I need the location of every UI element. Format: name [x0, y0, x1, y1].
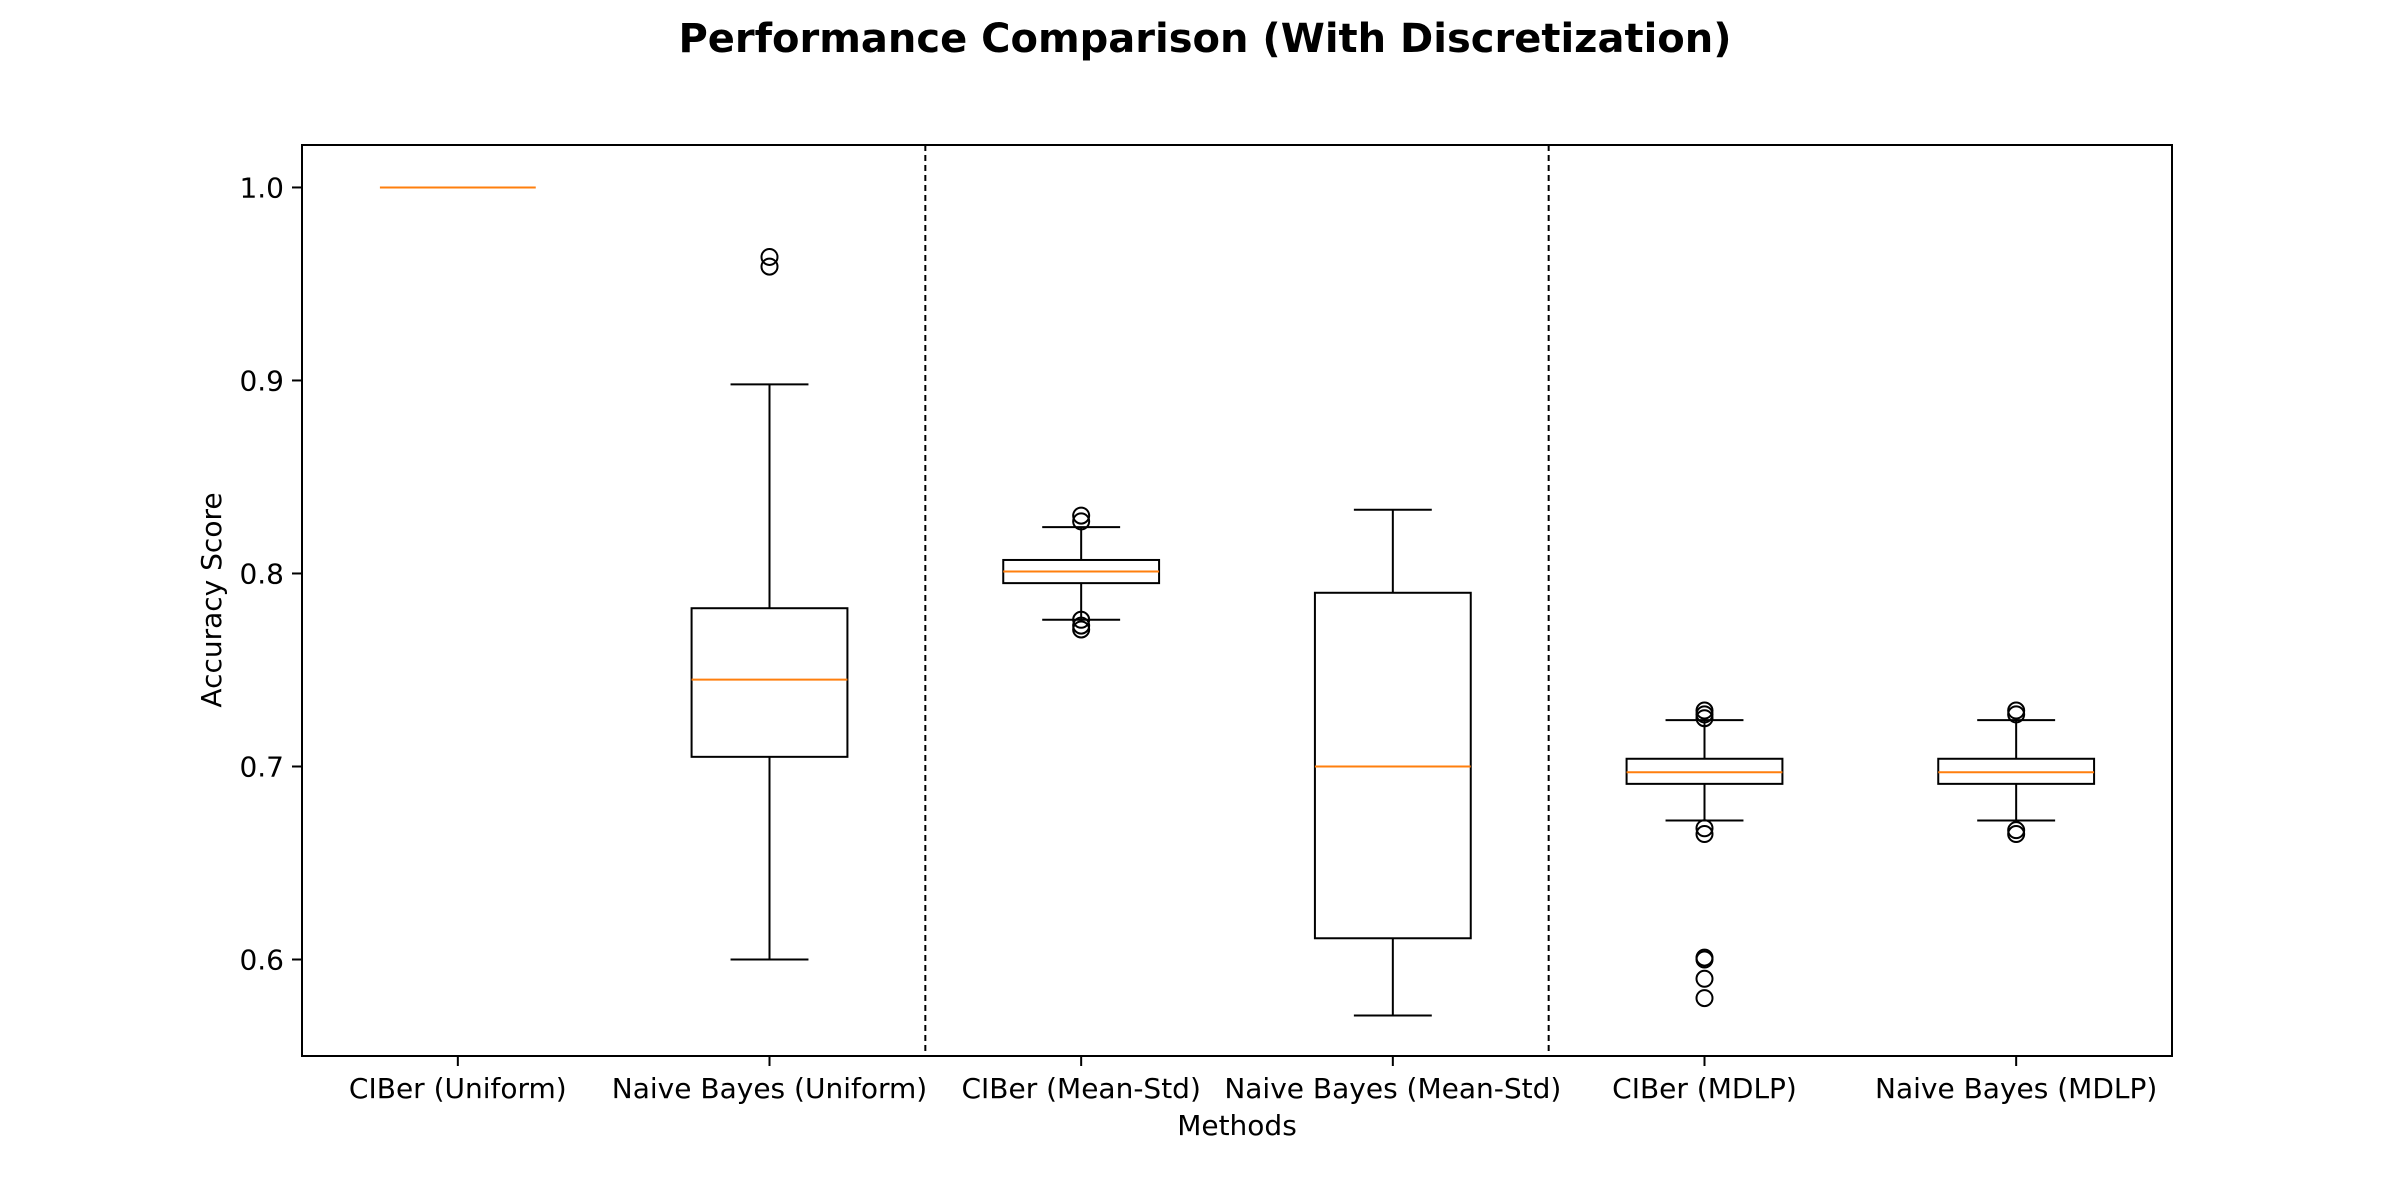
outlier-point — [2007, 821, 2026, 840]
x-tick-label: CIBer (Uniform) — [349, 1072, 567, 1105]
outlier-point — [1695, 819, 1714, 838]
x-tick-label: CIBer (Mean-Std) — [961, 1072, 1200, 1105]
outlier-point — [1072, 506, 1091, 525]
outlier-point — [760, 247, 779, 266]
x-axis-label: Methods — [1177, 1109, 1297, 1142]
plot-area: 0.6 0.7 0.8 0.9 1.0 CIBer (Uniform) Naive Baye… — [239, 145, 2157, 1105]
y-tick-label: 0.7 — [239, 750, 284, 783]
outlier-point — [1695, 948, 1714, 967]
outlier-point — [1695, 989, 1714, 1008]
outlier-point — [2007, 825, 2026, 844]
outlier-point — [1072, 620, 1091, 639]
outlier-point — [1695, 969, 1714, 988]
outlier-point — [1072, 512, 1091, 531]
x-tick-label: CIBer (MDLP) — [1612, 1072, 1797, 1105]
y-axis-label: Accuracy Score — [195, 492, 228, 707]
chart-title: Performance Comparison (With Discretizat… — [678, 16, 1731, 62]
x-tick-label: Naive Bayes (Uniform) — [612, 1072, 927, 1105]
outlier-point — [760, 257, 779, 276]
outlier-point — [1072, 610, 1091, 629]
y-tick-label: 0.8 — [239, 557, 284, 590]
outlier-point — [1695, 701, 1714, 720]
y-tick-label: 0.9 — [239, 364, 284, 397]
outlier-point — [2007, 701, 2026, 720]
outlier-point — [1695, 825, 1714, 844]
y-tick-label: 0.6 — [239, 943, 284, 976]
iqr-box — [690, 607, 849, 758]
x-tick-label: Naive Bayes (Mean-Std) — [1224, 1072, 1561, 1105]
plot-frame — [301, 144, 2173, 1057]
y-tick-label: 1.0 — [239, 171, 284, 204]
outlier-point — [1072, 616, 1091, 635]
x-tick-label: Naive Bayes (MDLP) — [1875, 1072, 2157, 1105]
